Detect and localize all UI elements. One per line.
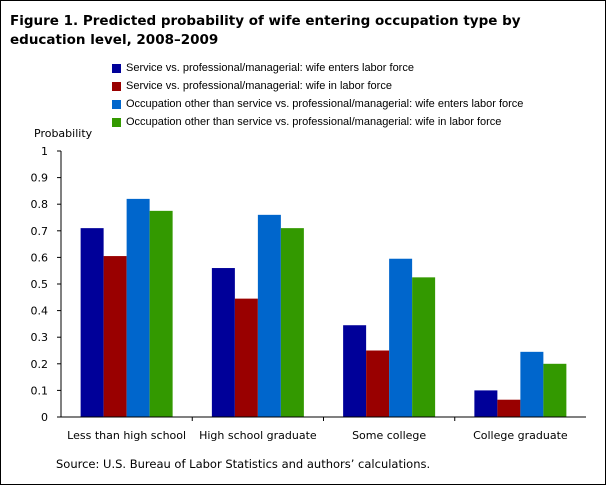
legend-label-series-2: Service vs. professional/managerial: wif… bbox=[126, 80, 392, 92]
y-tick-label: 0.5 bbox=[31, 278, 49, 291]
legend-item-series-4: Occupation other than service vs. profes… bbox=[112, 113, 523, 131]
legend-item-series-1: Service vs. professional/managerial: wif… bbox=[112, 59, 523, 77]
bar-series-1-high-school-graduate bbox=[211, 268, 235, 417]
legend-item-series-2: Service vs. professional/managerial: wif… bbox=[112, 77, 523, 95]
bar-series-4-some-college bbox=[412, 277, 436, 417]
x-tick-label: College graduate bbox=[473, 429, 568, 442]
legend-label-series-3: Occupation other than service vs. profes… bbox=[126, 98, 524, 110]
y-tick-label: 1 bbox=[41, 145, 48, 158]
legend-swatch-series-2 bbox=[112, 81, 121, 91]
source-note: Source: U.S. Bureau of Labor Statistics … bbox=[56, 457, 431, 471]
bar-series-4-high-school-graduate bbox=[280, 228, 304, 417]
x-tick-label: Less than high school bbox=[67, 429, 186, 442]
x-tick-label: Some college bbox=[352, 429, 426, 442]
x-tick-label: High school graduate bbox=[199, 429, 317, 442]
legend-swatch-series-3 bbox=[112, 99, 121, 109]
bars-layer bbox=[80, 198, 567, 417]
legend-label-series-4: Occupation other than service vs. profes… bbox=[126, 116, 502, 128]
bar-series-2-less-than-high-school bbox=[103, 256, 127, 417]
legend-item-series-3: Occupation other than service vs. profes… bbox=[112, 95, 523, 113]
legend: Service vs. professional/managerial: wif… bbox=[112, 59, 523, 131]
bar-series-3-college-graduate bbox=[520, 351, 544, 417]
y-tick-label: 0.4 bbox=[31, 305, 49, 318]
bar-series-2-college-graduate bbox=[497, 399, 521, 417]
bar-series-1-less-than-high-school bbox=[80, 228, 104, 417]
legend-swatch-series-1 bbox=[112, 63, 121, 73]
bar-series-1-some-college bbox=[343, 325, 367, 417]
legend-swatch-series-4 bbox=[112, 117, 121, 127]
bar-series-3-less-than-high-school bbox=[126, 198, 150, 417]
bar-series-2-some-college bbox=[366, 350, 390, 417]
y-tick-label: 0.6 bbox=[31, 251, 49, 264]
bar-series-1-college-graduate bbox=[474, 390, 498, 417]
y-tick-label: 0.9 bbox=[31, 172, 49, 185]
y-tick-label: 0.7 bbox=[31, 225, 49, 238]
bar-series-3-some-college bbox=[389, 258, 413, 417]
axes-layer: 0 0.1 0.2 0.3 0.4 0.5 0.6 0.7 0.8 0.9 1 Less than h… bbox=[31, 145, 586, 442]
y-tick-label: 0.8 bbox=[31, 198, 49, 211]
legend-label-series-1: Service vs. professional/managerial: wif… bbox=[126, 62, 414, 74]
y-tick-label: 0 bbox=[41, 411, 48, 424]
bar-series-2-high-school-graduate bbox=[234, 298, 258, 417]
y-axis-title: Probability bbox=[34, 127, 93, 140]
y-tick-label: 0.2 bbox=[31, 358, 49, 371]
bar-series-3-high-school-graduate bbox=[257, 214, 281, 417]
y-tick-label: 0.3 bbox=[31, 331, 49, 344]
bar-series-4-college-graduate bbox=[543, 363, 567, 417]
bar-series-4-less-than-high-school bbox=[149, 210, 173, 417]
figure-title: Figure 1. Predicted probability of wife … bbox=[10, 13, 521, 48]
y-tick-label: 0.1 bbox=[31, 384, 49, 397]
